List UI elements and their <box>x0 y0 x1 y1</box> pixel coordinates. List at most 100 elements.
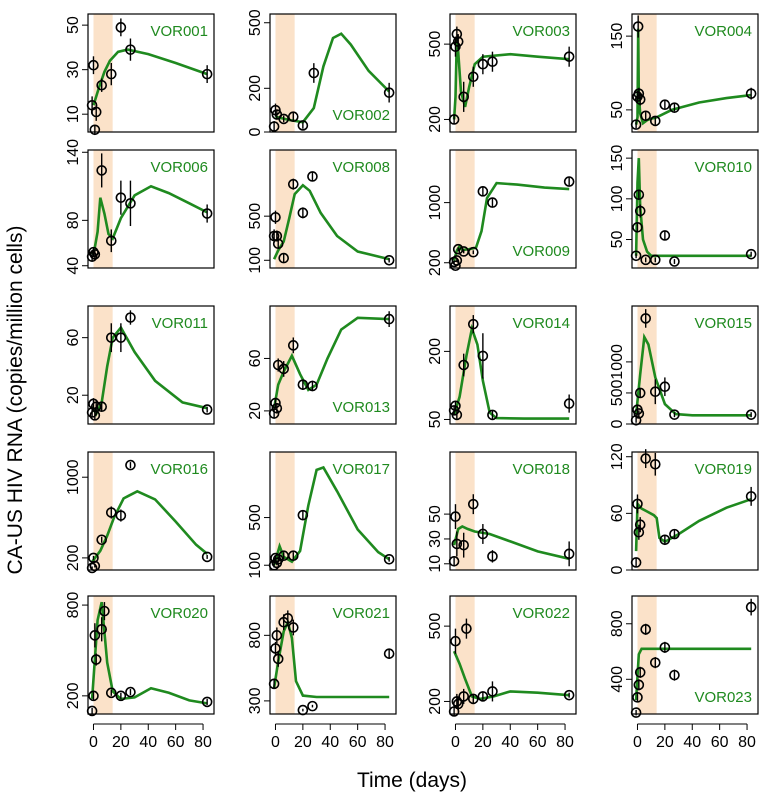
point-marker <box>268 678 280 690</box>
data-point <box>640 309 651 328</box>
point-marker <box>125 312 136 323</box>
data-point <box>89 124 101 136</box>
panel-label: VOR008 <box>332 159 390 176</box>
data-point <box>383 311 395 327</box>
data-point <box>458 688 469 704</box>
model-curve <box>90 325 208 417</box>
data-point <box>745 409 757 420</box>
data-point <box>640 449 651 469</box>
data-point <box>96 617 107 642</box>
point-marker <box>96 623 107 635</box>
point-marker <box>270 397 281 409</box>
treatment-shade <box>455 452 475 570</box>
data-point <box>451 409 463 421</box>
data-point <box>467 66 479 87</box>
data-point <box>115 509 127 522</box>
x-tick-label: 80 <box>376 734 394 751</box>
point-marker <box>630 707 642 718</box>
data-point <box>659 534 671 546</box>
treatment-shade <box>637 596 657 714</box>
panel-label: VOR010 <box>694 159 752 176</box>
panel-frame <box>449 595 577 715</box>
model-curve <box>90 184 208 255</box>
point-marker <box>649 115 661 127</box>
y-tick-label: 500 <box>247 504 264 531</box>
data-point <box>477 54 489 75</box>
point-marker <box>659 534 671 546</box>
data-point <box>630 707 642 718</box>
panel-label: VOR003 <box>512 23 570 40</box>
panel-frame <box>269 13 397 133</box>
point-marker <box>467 693 479 705</box>
point-marker <box>448 556 460 567</box>
x-tick-label: 20 <box>294 734 312 751</box>
data-point <box>452 696 464 712</box>
data-point <box>487 681 498 702</box>
point-marker <box>268 408 280 419</box>
data-point <box>630 250 642 262</box>
point-marker <box>487 686 498 697</box>
data-point <box>201 65 213 84</box>
point-marker <box>669 409 680 420</box>
y-tick-label: 0 <box>609 419 626 428</box>
data-point <box>487 409 498 421</box>
point-marker <box>287 340 299 351</box>
y-tick-label: 1000 <box>65 459 82 495</box>
panel-frame <box>87 13 215 133</box>
point-marker <box>633 408 645 419</box>
x-tick-label: 40 <box>139 734 157 751</box>
x-tick-label: 80 <box>194 734 212 751</box>
point-marker <box>272 653 284 665</box>
y-tick-label: 30 <box>427 530 444 548</box>
point-marker <box>632 21 644 32</box>
data-point <box>461 618 472 639</box>
model-curve <box>272 316 390 409</box>
y-tick-label: 50 <box>427 505 444 523</box>
treatment-shade <box>455 14 475 132</box>
y-tick-label: 10 <box>427 555 444 573</box>
model-curve <box>452 181 570 261</box>
point-marker <box>467 71 479 83</box>
data-point <box>640 110 651 122</box>
point-marker <box>451 538 463 550</box>
point-marker <box>89 630 101 641</box>
x-tick-label: 80 <box>556 734 574 751</box>
y-tick-label: 150 <box>609 145 626 172</box>
point-marker <box>477 691 489 702</box>
y-axis-title: CA-US HIV RNA (copies/million cells) <box>4 226 27 575</box>
point-marker <box>297 704 309 716</box>
point-marker <box>634 519 646 530</box>
data-point <box>297 207 309 219</box>
y-tick-label: 50 <box>427 410 444 428</box>
panel-vor001: 10 30 50 VOR001 <box>65 13 215 136</box>
data-point <box>477 691 489 702</box>
point-marker <box>659 99 671 111</box>
point-marker <box>287 178 299 190</box>
treatment-shade <box>455 150 475 268</box>
point-marker <box>201 551 213 563</box>
panel-frame <box>449 149 577 269</box>
data-point <box>201 404 213 415</box>
data-point <box>634 517 646 533</box>
model-curve <box>634 647 752 701</box>
point-marker <box>86 705 98 717</box>
y-tick-label: 30 <box>65 61 82 79</box>
data-point <box>105 506 117 519</box>
point-marker <box>632 222 643 233</box>
panel-label: VOR011 <box>152 315 208 332</box>
data-point <box>307 380 318 392</box>
data-point <box>125 686 136 698</box>
y-tick-label: 800 <box>65 592 82 619</box>
y-tick-label: 200 <box>65 682 82 709</box>
data-point <box>86 705 98 717</box>
data-point <box>125 180 136 227</box>
y-tick-label: 200 <box>427 249 444 276</box>
data-point <box>467 315 479 334</box>
data-point <box>451 255 463 266</box>
data-point <box>201 696 213 708</box>
x-tick-label: 20 <box>112 734 130 751</box>
data-point <box>669 409 680 420</box>
point-marker <box>383 648 395 659</box>
point-marker <box>640 453 651 464</box>
y-tick-label: 200 <box>427 338 444 365</box>
